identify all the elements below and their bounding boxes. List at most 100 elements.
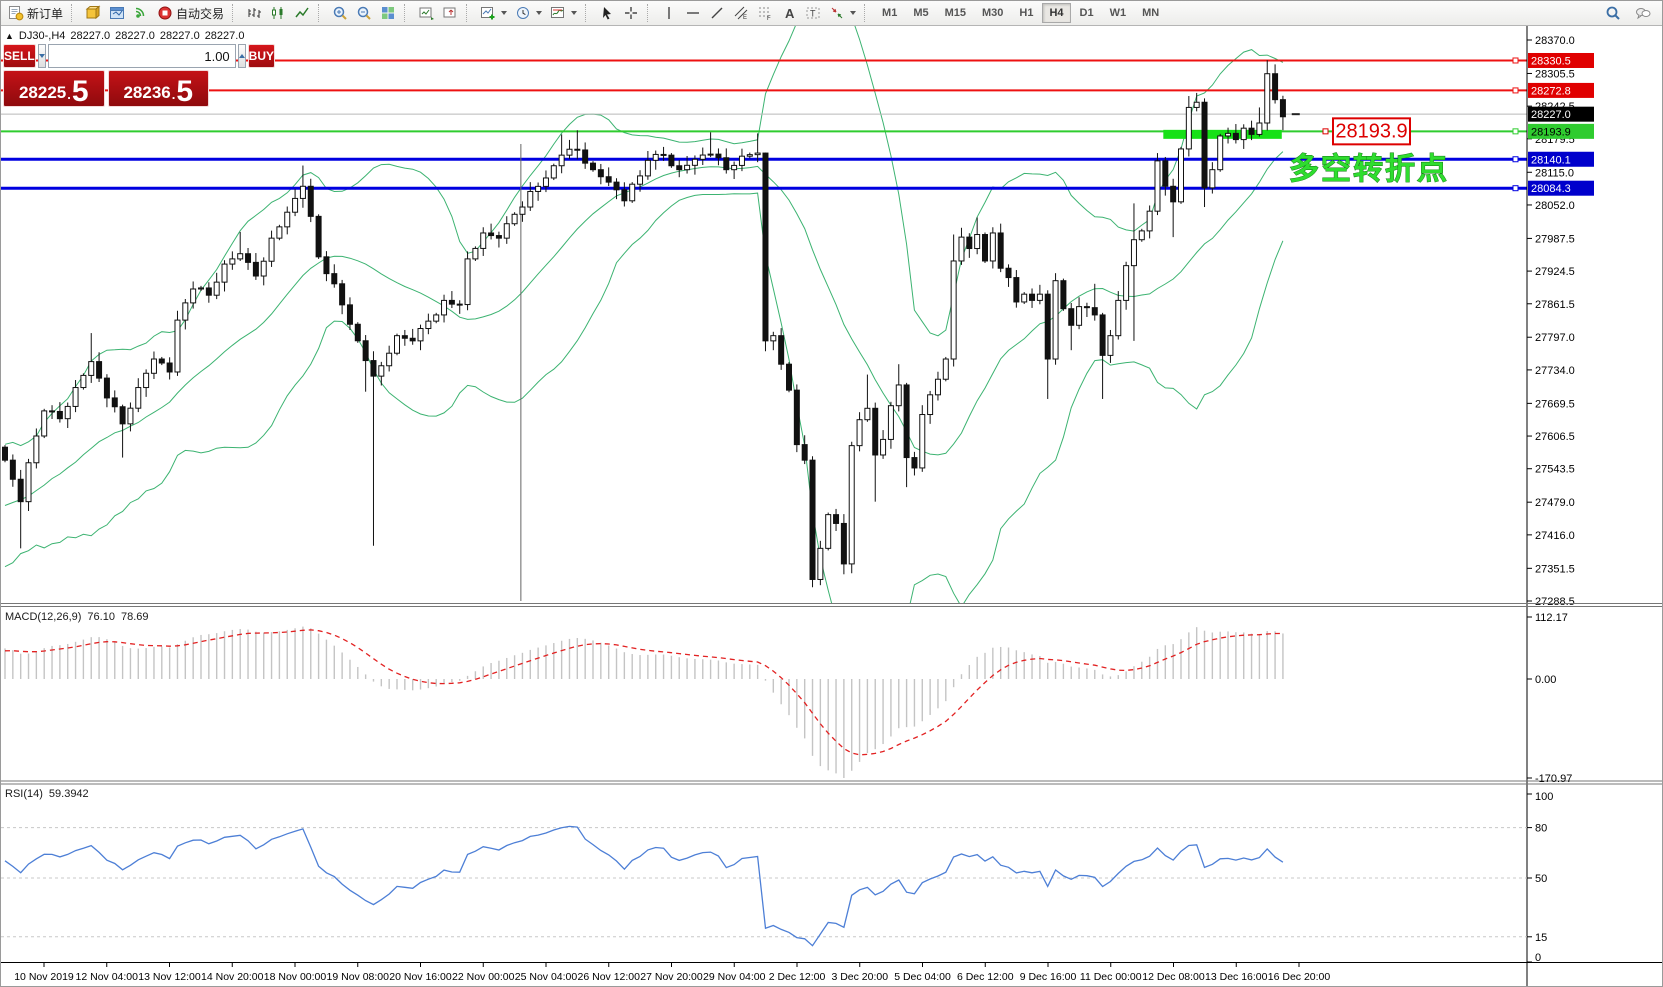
time-tick-label: 10 Nov 2019 (14, 971, 74, 983)
price-tick-label: 27669.5 (1535, 398, 1575, 410)
hline-handle[interactable] (1512, 57, 1519, 64)
axis-price-label[interactable]: 28330.5 (1528, 52, 1594, 68)
price-flag-handle[interactable] (1322, 128, 1329, 135)
spin-up-icon (238, 54, 245, 58)
timeframe-h4-button[interactable]: H4 (1042, 3, 1071, 23)
timeframe-h1-button[interactable]: H1 (1019, 7, 1034, 19)
price-tick-label: 27861.5 (1535, 299, 1575, 311)
candle-body (354, 323, 361, 342)
sell-button[interactable]: SELL (3, 44, 36, 68)
volume-input[interactable] (47, 44, 236, 68)
chart-line-button[interactable] (290, 2, 314, 24)
chat-icon (1636, 8, 1651, 20)
candle-body (629, 183, 636, 202)
vline-button[interactable] (657, 2, 681, 24)
chart-canvas[interactable] (1, 26, 1663, 987)
fibonacci-button[interactable]: F (753, 2, 777, 24)
candle-body (245, 253, 252, 263)
timeframe-d1-button[interactable]: D1 (1079, 7, 1094, 19)
timeframe-m1-button[interactable]: M1 (882, 7, 898, 19)
timeframe-w1-button[interactable]: W1 (1109, 7, 1127, 19)
time-tick-label: 14 Nov 20:00 (201, 971, 264, 983)
candle-body (621, 189, 628, 202)
buy-price-big-digit: 5 (176, 75, 194, 108)
search-button[interactable] (1601, 2, 1625, 24)
timeframe-mn-button[interactable]: MN (1142, 7, 1160, 19)
zone-highlight[interactable] (1163, 129, 1282, 139)
hline-button[interactable] (681, 2, 705, 24)
text-a-button[interactable]: A (777, 2, 801, 24)
time-tick-label: 11 Dec 00:00 (1080, 971, 1142, 983)
tile-windows-button[interactable] (376, 2, 400, 24)
timeframe-m15-button[interactable]: M15 (944, 7, 966, 19)
price-tick-label: 28370.0 (1535, 35, 1575, 47)
price-tick-label: 27543.5 (1535, 464, 1575, 476)
svg-text:E: E (743, 15, 747, 21)
hline-handle[interactable] (1512, 128, 1519, 135)
zoom-in-icon (333, 6, 347, 20)
hline-icon (687, 12, 700, 14)
zoom-in-button[interactable] (328, 2, 352, 24)
trendline-button[interactable] (705, 2, 729, 24)
arrange-auto-button[interactable] (414, 2, 438, 24)
candle-body (378, 365, 385, 377)
candle-body (1068, 308, 1075, 326)
candle-body (307, 185, 314, 217)
crosshair-button[interactable] (619, 2, 643, 24)
candle-body (1248, 127, 1255, 135)
candle-body (1185, 106, 1192, 150)
window-blue-button[interactable] (105, 2, 129, 24)
volume-decrease-button[interactable] (37, 44, 46, 68)
signal-button[interactable] (129, 2, 153, 24)
candle-body (268, 237, 275, 262)
candle-body (362, 340, 369, 362)
axis-price-label[interactable]: 28140.1 (1528, 151, 1594, 167)
dropdown-caret-icon (536, 11, 543, 15)
channel-button[interactable]: E (729, 2, 753, 24)
timeframe-m30-button[interactable]: M30 (982, 7, 1004, 19)
turning-point-text[interactable]: 多空转折点 (1289, 153, 1449, 187)
buy-price-display[interactable]: 28236. 5 (107, 70, 209, 108)
candle-body (1044, 293, 1051, 360)
cursor-button[interactable] (595, 2, 619, 24)
hline-handle[interactable] (1512, 156, 1519, 163)
time-axis[interactable]: 10 Nov 2019 12 Nov 04:00 13 Nov 12:00 14 No… (14, 963, 1330, 983)
candle-body (770, 335, 777, 342)
chart-bars-button[interactable] (242, 2, 266, 24)
candle-body (574, 148, 581, 151)
candle-body (441, 299, 448, 316)
candle-body (229, 258, 236, 265)
dropdown-caret-icon (501, 11, 508, 15)
candle-body (323, 256, 330, 275)
axis-price-label[interactable]: 28272.8 (1528, 82, 1594, 98)
arrows-button[interactable] (825, 2, 860, 24)
auto-trading-button[interactable]: 自动交易 (153, 2, 228, 25)
timeframe-m5-button[interactable]: M5 (913, 7, 929, 19)
candle-body (370, 360, 377, 377)
price-flag-annotation[interactable]: 28193.9 (1322, 117, 1411, 146)
zoom-out-button[interactable] (352, 2, 376, 24)
chart-candles-button[interactable] (266, 2, 290, 24)
buy-button[interactable]: BUY (247, 44, 276, 68)
text-label-button[interactable]: T (801, 2, 825, 24)
new-order-button[interactable]: 新订单 (4, 2, 67, 25)
bollinger-lower-band (4, 192, 1284, 603)
axis-price-label[interactable]: 28227.0 (1528, 106, 1594, 122)
chart-window: 28193.9多空转折点28370.028305.528242.528179.5… (1, 26, 1663, 987)
sell-price-display[interactable]: 28225. 5 (3, 70, 105, 107)
axis-price-label[interactable]: 28193.9 (1528, 123, 1594, 139)
candle-body (597, 169, 604, 178)
chat-button[interactable] (1631, 2, 1655, 24)
templates-button[interactable] (546, 2, 581, 24)
volume-increase-button[interactable] (237, 44, 246, 68)
hline-handle[interactable] (1512, 87, 1519, 94)
chart-shift-button[interactable] (438, 2, 462, 24)
axis-price-label[interactable]: 28084.3 (1528, 180, 1594, 196)
profile-cube-button[interactable] (81, 2, 105, 24)
candle-body (221, 263, 228, 283)
hline-handle[interactable] (1512, 185, 1519, 192)
candle-body (1217, 135, 1224, 171)
periods-clock-button[interactable] (511, 2, 546, 24)
candle-body (840, 522, 847, 565)
indicators-add-button[interactable] (476, 2, 511, 24)
